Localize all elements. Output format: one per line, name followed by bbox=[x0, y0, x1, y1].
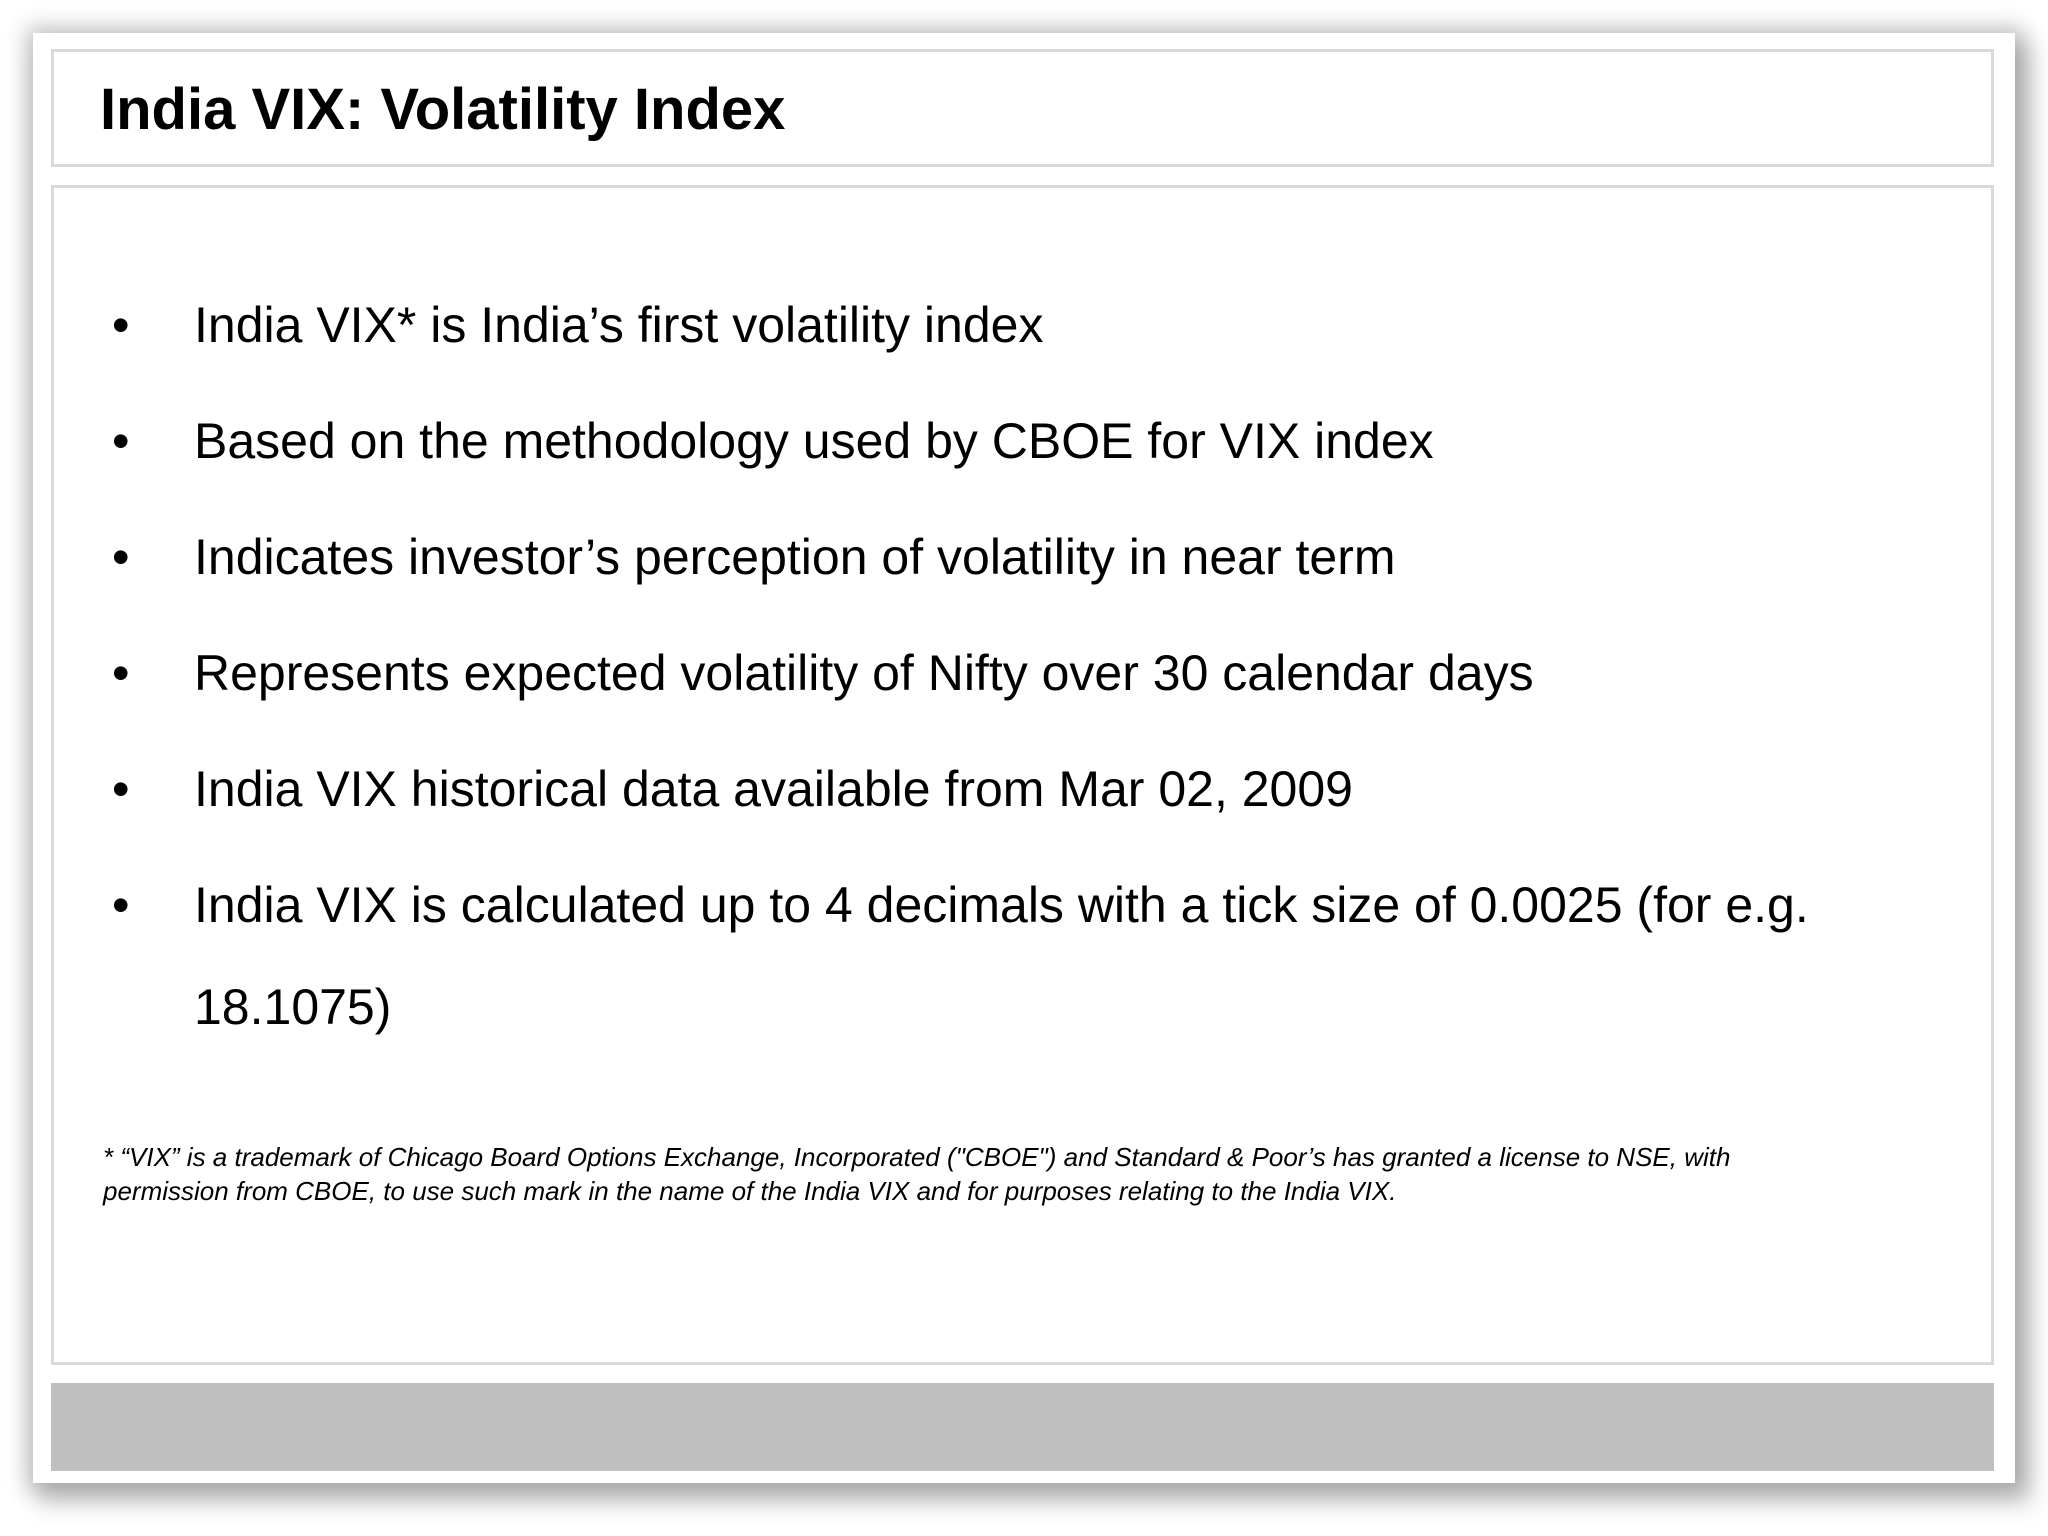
title-box: India VIX: Volatility Index bbox=[51, 49, 1994, 167]
bullet-text: India VIX* is India’s first volatility i… bbox=[194, 297, 1044, 353]
bullet-text: Indicates investor’s perception of volat… bbox=[194, 529, 1396, 585]
trademark-footnote: * “VIX” is a trademark of Chicago Board … bbox=[103, 1140, 1963, 1208]
bullet-text: Represents expected volatility of Nifty … bbox=[194, 645, 1534, 701]
bullet-dot: • bbox=[112, 529, 130, 585]
content-box: • India VIX* is India’s first volatility… bbox=[51, 185, 1994, 1365]
bullet-text: Based on the methodology used by CBOE fo… bbox=[194, 413, 1434, 469]
bullet-text: India VIX is calculated up to 4 decimals… bbox=[194, 877, 1809, 1035]
bullet-dot: • bbox=[112, 877, 130, 933]
bullet-dot: • bbox=[112, 297, 130, 353]
footnote-line-2: permission from CBOE, to use such mark i… bbox=[103, 1176, 1397, 1206]
footnote-line-1: * “VIX” is a trademark of Chicago Board … bbox=[103, 1142, 1731, 1172]
bullet-text: India VIX historical data available from… bbox=[194, 761, 1353, 817]
slide: India VIX: Volatility Index • India VIX*… bbox=[33, 33, 2015, 1483]
bullet-dot: • bbox=[112, 761, 130, 817]
slide-title: India VIX: Volatility Index bbox=[100, 77, 786, 142]
bullet-dot: • bbox=[112, 413, 130, 469]
bullet-dot: • bbox=[112, 645, 130, 701]
footer-bar bbox=[51, 1383, 1994, 1471]
